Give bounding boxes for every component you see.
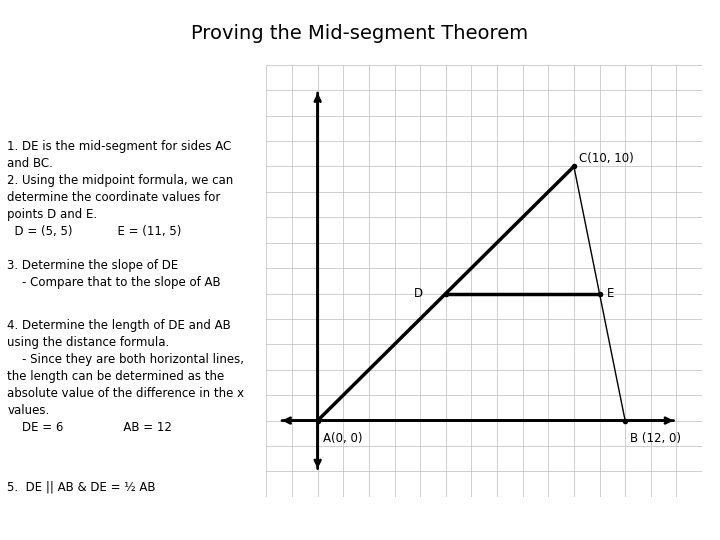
Text: C(10, 10): C(10, 10) [579, 152, 634, 165]
Text: D: D [413, 287, 423, 300]
Text: Proving the Mid-segment Theorem: Proving the Mid-segment Theorem [192, 24, 528, 43]
Text: B (12, 0): B (12, 0) [630, 432, 681, 445]
Text: E: E [607, 287, 615, 300]
Text: A(0, 0): A(0, 0) [323, 432, 362, 445]
Text: 4. Determine the length of DE and AB
using the distance formula.
    - Since the: 4. Determine the length of DE and AB usi… [7, 319, 244, 434]
Text: 1. DE is the mid-segment for sides AC
and BC.
2. Using the midpoint formula, we : 1. DE is the mid-segment for sides AC an… [7, 140, 233, 238]
Text: 5.  DE || AB & DE = ½ AB: 5. DE || AB & DE = ½ AB [7, 481, 156, 494]
Text: 3. Determine the slope of DE
    - Compare that to the slope of AB: 3. Determine the slope of DE - Compare t… [7, 259, 221, 289]
